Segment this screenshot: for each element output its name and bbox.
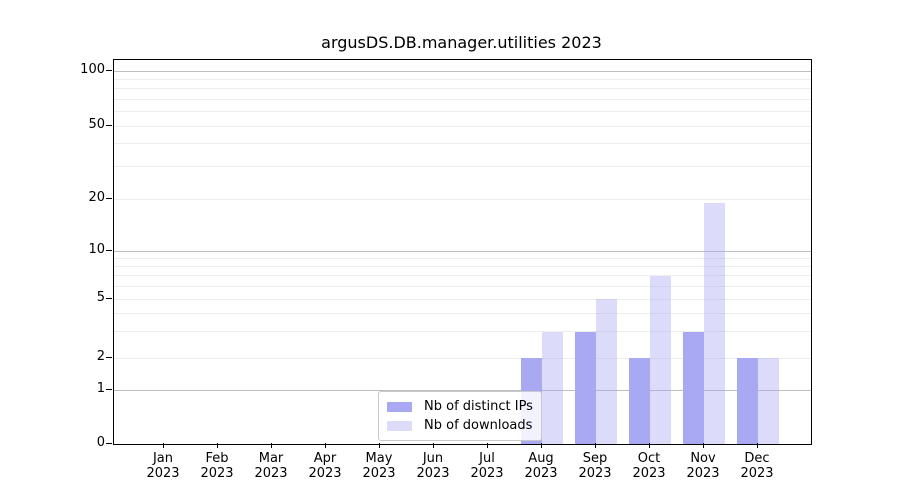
legend-label-nb-of-downloads: Nb of downloads — [424, 418, 533, 433]
y-tick-label-0: 0 — [96, 435, 105, 450]
gridline-10 — [114, 250, 811, 252]
x-tick-label-jun-2023: Jun 2023 — [416, 451, 450, 481]
gridline-3 — [114, 331, 811, 333]
gridline-30 — [114, 166, 811, 168]
legend-item-nb-of-distinct-ips: Nb of distinct IPs — [387, 397, 533, 416]
x-tick-label-feb-2023: Feb 2023 — [200, 451, 234, 481]
x-tick-label-oct-2023: Oct 2023 — [632, 451, 666, 481]
y-tick-mark-10 — [106, 249, 112, 251]
y-tick-mark-100 — [106, 69, 112, 71]
legend-item-nb-of-downloads: Nb of downloads — [387, 416, 533, 435]
x-tick-mark-mar-2023 — [270, 443, 272, 448]
x-tick-mark-may-2023 — [378, 443, 380, 448]
x-tick-label-nov-2023: Nov 2023 — [686, 451, 720, 481]
gridline-8 — [114, 265, 811, 267]
x-tick-mark-oct-2023 — [648, 443, 650, 448]
gridline-1 — [114, 389, 811, 391]
bar-nb-of-downloads-aug-2023 — [542, 331, 563, 444]
x-tick-mark-feb-2023 — [216, 443, 218, 448]
y-tick-label-10: 10 — [88, 242, 105, 257]
y-tick-label-1: 1 — [96, 381, 105, 396]
gridline-80 — [114, 88, 811, 90]
x-tick-label-may-2023: May 2023 — [362, 451, 396, 481]
legend-label-nb-of-distinct-ips: Nb of distinct IPs — [424, 399, 533, 414]
x-tick-label-aug-2023: Aug 2023 — [524, 451, 558, 481]
gridline-4 — [114, 312, 811, 314]
y-tick-mark-0 — [106, 442, 112, 444]
x-tick-mark-jan-2023 — [162, 443, 164, 448]
gridline-5 — [114, 298, 811, 300]
x-tick-label-jul-2023: Jul 2023 — [470, 451, 504, 481]
bar-nb-of-downloads-nov-2023 — [704, 202, 725, 444]
x-tick-label-jan-2023: Jan 2023 — [146, 451, 180, 481]
x-tick-mark-sep-2023 — [594, 443, 596, 448]
legend-swatch-nb-of-downloads — [387, 420, 412, 431]
gridline-40 — [114, 143, 811, 145]
bar-nb-of-downloads-sep-2023 — [596, 299, 617, 444]
legend: Nb of distinct IPs Nb of downloads — [378, 391, 542, 441]
bar-nb-of-distinct-ips-sep-2023 — [575, 331, 596, 444]
y-tick-label-20: 20 — [88, 190, 105, 205]
y-tick-mark-1 — [106, 388, 112, 390]
bar-nb-of-distinct-ips-oct-2023 — [629, 358, 650, 444]
y-tick-label-5: 5 — [96, 290, 105, 305]
y-tick-label-100: 100 — [80, 62, 105, 77]
x-tick-label-apr-2023: Apr 2023 — [308, 451, 342, 481]
bar-nb-of-distinct-ips-nov-2023 — [683, 331, 704, 444]
x-tick-mark-dec-2023 — [756, 443, 758, 448]
gridline-7 — [114, 275, 811, 277]
chart-title: argusDS.DB.manager.utilities 2023 — [321, 33, 602, 52]
gridline-9 — [114, 257, 811, 259]
y-tick-mark-20 — [106, 197, 112, 199]
x-tick-label-sep-2023: Sep 2023 — [578, 451, 612, 481]
gridline-60 — [114, 111, 811, 113]
bar-nb-of-distinct-ips-dec-2023 — [737, 358, 758, 444]
gridline-20 — [114, 198, 811, 200]
gridline-6 — [114, 285, 811, 287]
plot-area — [113, 59, 812, 445]
y-tick-mark-5 — [106, 297, 112, 299]
x-tick-mark-nov-2023 — [702, 443, 704, 448]
x-tick-mark-jun-2023 — [432, 443, 434, 448]
bar-nb-of-downloads-oct-2023 — [650, 275, 671, 444]
gridline-100 — [114, 70, 811, 72]
gridline-50 — [114, 125, 811, 127]
x-tick-label-mar-2023: Mar 2023 — [254, 451, 288, 481]
y-tick-mark-2 — [106, 356, 112, 358]
legend-swatch-nb-of-distinct-ips — [387, 401, 412, 412]
bar-nb-of-downloads-dec-2023 — [758, 358, 779, 444]
x-tick-mark-apr-2023 — [324, 443, 326, 448]
gridline-70 — [114, 98, 811, 100]
gridline-90 — [114, 78, 811, 80]
y-tick-label-50: 50 — [88, 117, 105, 132]
x-tick-mark-aug-2023 — [540, 443, 542, 448]
x-tick-label-dec-2023: Dec 2023 — [740, 451, 774, 481]
gridline-2 — [114, 357, 811, 359]
y-tick-label-2: 2 — [96, 349, 105, 364]
y-tick-mark-50 — [106, 124, 112, 126]
x-tick-mark-jul-2023 — [486, 443, 488, 448]
